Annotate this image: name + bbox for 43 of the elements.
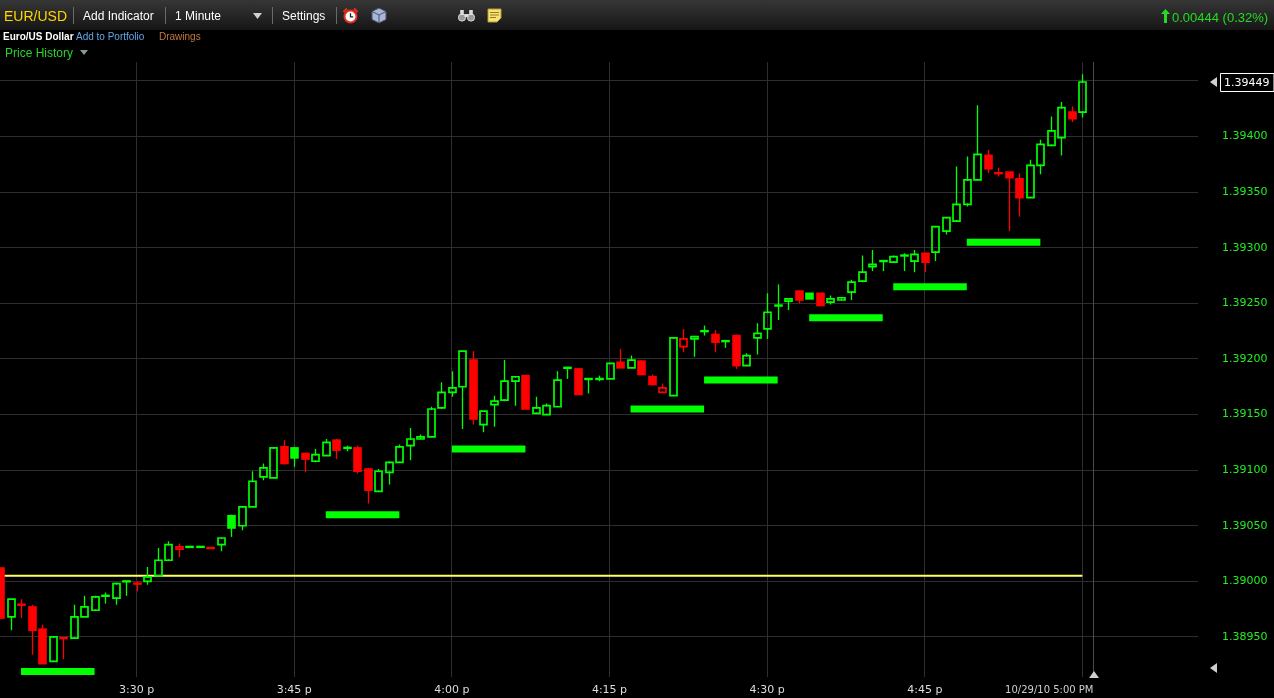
x-tick-label: 4:45 p bbox=[907, 683, 943, 697]
y-tick-label: 1.39350 bbox=[1222, 184, 1268, 198]
candlestick bbox=[868, 249, 877, 272]
candlestick bbox=[921, 252, 930, 273]
y-tick-label: 1.39250 bbox=[1222, 296, 1268, 310]
chart-title: EUR/USD bbox=[4, 8, 68, 24]
candlestick bbox=[984, 149, 993, 174]
y-tick-label: 1.39050 bbox=[1222, 518, 1268, 532]
text: Add Indicator bbox=[83, 9, 154, 23]
y-tick-label: 1.39000 bbox=[1222, 574, 1268, 588]
x-tick-label: 4:30 p bbox=[749, 683, 785, 697]
candlestick bbox=[1015, 172, 1024, 218]
x-tick-label: 4:00 p bbox=[434, 683, 470, 697]
text: Settings bbox=[282, 9, 326, 23]
y-tick-label: 1.39400 bbox=[1222, 129, 1268, 143]
text: Drawings bbox=[159, 31, 201, 42]
text: 1.39449 bbox=[1224, 75, 1270, 89]
y-tick-label: 1.39100 bbox=[1222, 463, 1268, 477]
x-tick-label: 3:45 p bbox=[276, 683, 312, 697]
chart-subtitle: Euro/US Dollar bbox=[3, 31, 74, 42]
y-tick-label: 1.39150 bbox=[1222, 407, 1268, 421]
text: 0.00444 (0.32%) bbox=[1172, 10, 1269, 25]
candlestick bbox=[616, 348, 625, 369]
candlestick bbox=[511, 375, 520, 407]
candlestick bbox=[280, 439, 289, 466]
candlestick bbox=[858, 254, 867, 283]
y-tick-label: 1.38950 bbox=[1222, 629, 1268, 643]
candlestick bbox=[1005, 171, 1014, 232]
text: Add to Portfolio bbox=[76, 31, 145, 42]
y-tick-label: 1.39200 bbox=[1222, 351, 1268, 365]
candlestick bbox=[753, 322, 762, 356]
candlestick bbox=[690, 335, 699, 358]
candlestick bbox=[711, 329, 720, 353]
text: Price History bbox=[5, 46, 74, 60]
candlestick bbox=[774, 283, 783, 321]
candlestick bbox=[332, 438, 341, 460]
y-tick-label: 1.39300 bbox=[1222, 240, 1268, 254]
candlestick bbox=[301, 452, 310, 474]
candlestick bbox=[364, 467, 373, 505]
ref-line-label: 10/29/10 5:00 PM bbox=[1005, 683, 1094, 695]
x-tick-label: 3:30 p bbox=[119, 683, 155, 697]
text: 1 Minute bbox=[175, 9, 222, 23]
x-tick-label: 4:15 p bbox=[591, 683, 628, 697]
